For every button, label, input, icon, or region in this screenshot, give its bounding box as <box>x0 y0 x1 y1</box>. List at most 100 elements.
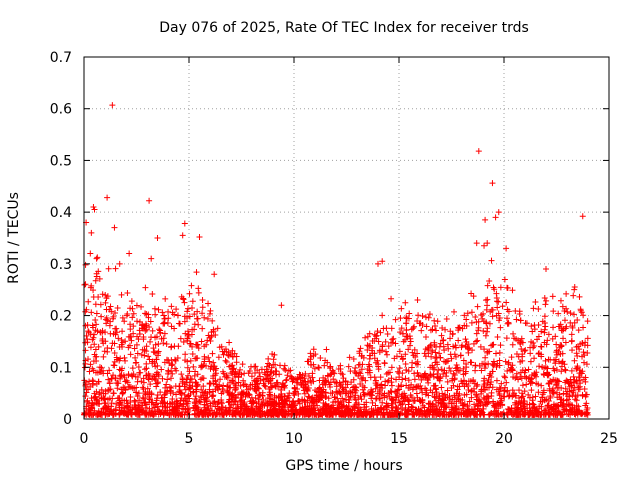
outlier-point <box>473 240 480 247</box>
data-point <box>562 379 569 386</box>
data-point <box>509 387 516 394</box>
data-point <box>161 391 168 398</box>
data-point <box>129 404 136 411</box>
data-point <box>388 325 395 332</box>
data-point <box>115 335 122 342</box>
data-point <box>357 345 364 352</box>
data-point <box>355 394 362 401</box>
data-point <box>168 323 175 330</box>
data-point <box>274 379 281 386</box>
data-point <box>89 322 96 329</box>
data-point <box>371 331 378 338</box>
data-point <box>377 395 384 402</box>
data-point <box>382 338 389 345</box>
data-point <box>549 389 556 396</box>
data-point <box>422 353 429 360</box>
data-point <box>278 407 285 414</box>
data-point <box>206 310 213 317</box>
data-point <box>575 386 582 393</box>
data-points <box>81 102 591 418</box>
data-point <box>152 408 159 415</box>
data-point <box>122 378 129 385</box>
data-point <box>201 314 208 321</box>
data-point <box>451 308 458 315</box>
data-point <box>575 327 582 334</box>
data-point <box>393 390 400 397</box>
data-point <box>235 405 242 412</box>
data-point <box>118 336 125 343</box>
outlier-point <box>116 260 123 267</box>
data-point <box>526 394 533 401</box>
data-point <box>489 361 496 368</box>
data-point <box>433 343 440 350</box>
data-point <box>221 373 228 380</box>
data-point <box>571 357 578 364</box>
data-point <box>288 375 295 382</box>
outlier-point <box>90 203 97 210</box>
data-point <box>281 384 288 391</box>
data-point <box>566 402 573 409</box>
data-point <box>541 365 548 372</box>
data-point <box>127 399 134 406</box>
data-point <box>504 315 511 322</box>
data-point <box>365 343 372 350</box>
data-point <box>264 363 271 370</box>
data-point <box>573 408 580 415</box>
data-point <box>451 372 458 379</box>
data-point <box>554 411 561 418</box>
outlier-point <box>87 250 94 257</box>
data-point <box>329 402 336 409</box>
data-point <box>225 389 232 396</box>
data-point <box>388 389 395 396</box>
data-point <box>364 346 371 353</box>
data-point <box>187 375 194 382</box>
data-point <box>201 396 208 403</box>
data-point <box>493 350 500 357</box>
data-point <box>483 394 490 401</box>
data-point <box>389 336 396 343</box>
data-point <box>184 364 191 371</box>
data-point <box>572 393 579 400</box>
data-point <box>182 386 189 393</box>
data-point <box>385 343 392 350</box>
data-point <box>207 337 214 344</box>
data-point <box>283 376 290 383</box>
data-point <box>549 293 556 300</box>
data-point <box>443 369 450 376</box>
data-point <box>82 308 89 315</box>
data-point <box>551 367 558 374</box>
data-point <box>321 362 328 369</box>
data-point <box>119 328 126 335</box>
data-point <box>184 335 191 342</box>
data-point <box>162 384 169 391</box>
data-point <box>504 284 511 291</box>
data-point <box>351 405 358 412</box>
data-point <box>97 301 104 308</box>
data-point <box>417 398 424 405</box>
data-point <box>436 350 443 357</box>
data-point <box>236 366 243 373</box>
data-point <box>503 335 510 342</box>
data-point <box>440 408 447 415</box>
data-point <box>271 410 278 417</box>
data-point <box>194 371 201 378</box>
data-point <box>570 292 577 299</box>
data-point <box>171 405 178 412</box>
data-point <box>362 334 369 341</box>
data-point <box>400 338 407 345</box>
data-point <box>570 387 577 394</box>
data-point <box>121 354 128 361</box>
data-point <box>228 362 235 369</box>
data-point <box>128 337 135 344</box>
data-point <box>504 388 511 395</box>
outlier-point <box>481 242 488 249</box>
data-point <box>531 404 538 411</box>
data-point <box>206 389 213 396</box>
data-point <box>89 336 96 343</box>
data-point <box>299 377 306 384</box>
data-point <box>388 339 395 346</box>
data-point <box>443 358 450 365</box>
data-point <box>453 362 460 369</box>
data-point <box>267 369 274 376</box>
